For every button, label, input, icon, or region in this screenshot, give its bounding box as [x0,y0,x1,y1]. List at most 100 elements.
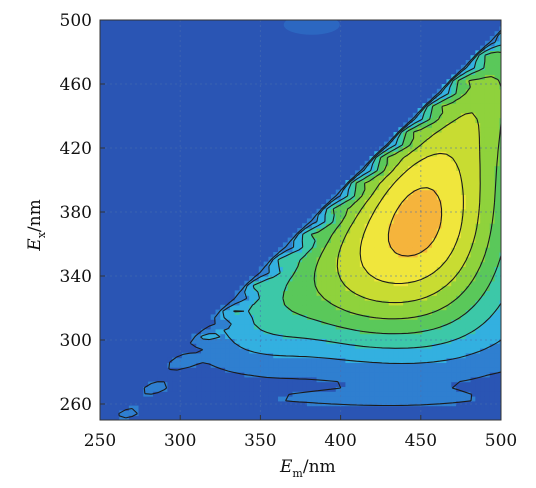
contour-cell [340,266,347,272]
contour-cell [451,180,457,186]
contour-cell [436,242,443,248]
contour-cell [465,108,472,114]
contour-cell [306,295,313,301]
contour-cell [215,386,221,392]
contour-cell [335,372,342,378]
contour-cell [297,328,303,335]
contour-cell [335,237,342,243]
contour-cell [321,237,327,243]
contour-cell [475,60,481,66]
contour-cell [374,333,380,339]
contour-cell [451,208,457,215]
contour-cell [359,367,366,373]
contour-cell [321,309,327,315]
contour-cell [287,405,294,411]
x-tick-label: 300 [164,431,196,451]
contour-cell [359,228,366,234]
contour-cell [465,218,472,224]
contour-cell [441,237,448,243]
contour-cell [446,314,452,320]
contour-cell [263,405,270,411]
contour-cell [494,386,500,392]
contour-cell [465,189,472,195]
contour-cell [441,285,448,291]
contour-cell [292,405,298,411]
contour-cell [475,204,481,210]
contour-cell [456,117,462,123]
contour-cell [456,112,462,119]
contour-cell [359,300,366,306]
contour-cell [302,372,308,378]
contour-cell [494,36,500,42]
contour-cell [306,237,313,243]
contour-cell [350,180,356,186]
contour-cell [297,232,303,239]
contour-cell [451,242,457,248]
contour-cell [201,362,207,368]
contour-line-level-5 [313,76,501,320]
contour-cell [369,338,375,344]
contour-cell [460,381,467,387]
contour-cell [282,338,289,344]
contour-cell [330,266,337,272]
contour-cell [432,343,438,349]
contour-cell [364,194,371,200]
contour-cell [393,376,399,383]
contour-cell [330,204,337,210]
contour-cell [162,367,168,373]
contour-cell [253,319,260,325]
contour-cell [403,367,409,373]
contour-cell [374,405,380,411]
contour-cell [456,333,462,339]
contour-cell [446,218,452,224]
contour-cell [321,314,327,320]
contour-cell [215,338,221,344]
contour-cell [369,362,375,368]
contour-cell [311,232,318,239]
contour-cell [460,218,467,224]
contour-cell [489,247,496,253]
contour-cell [244,328,250,335]
contour-cell [417,386,423,392]
contour-cell [287,367,294,373]
contour-cell [460,93,467,99]
contour-cell [427,256,433,263]
contour-cell [480,151,486,157]
contour-cell [383,324,390,330]
contour-cell [383,314,390,320]
contour-cell [489,170,496,176]
contour-cell [393,372,399,378]
contour-cell [499,391,501,397]
contour-cell [403,372,409,378]
contour-cell [196,396,202,402]
contour-cell [465,295,472,301]
contour-cell [374,357,380,363]
contour-cell [446,132,452,138]
contour-cell [460,175,467,181]
contour-cell [441,276,448,282]
contour-cell [436,156,443,162]
contour-cell [446,93,452,99]
contour-cell [398,160,404,167]
contour-cell [316,304,322,311]
x-axis-title-main: E [279,457,293,477]
contour-cell [335,266,342,272]
contour-cell [499,122,501,128]
contour-cell [427,328,433,335]
contour-cell [273,405,279,411]
contour-cell [480,328,486,335]
contour-cell [306,309,313,315]
contour-cell [311,357,318,363]
contour-cell [292,352,298,359]
contour-cell [388,180,395,186]
contour-cell [441,328,448,335]
contour-cell [176,357,183,363]
contour-cell [427,132,433,138]
contour-cell [494,88,500,95]
contour-cell [484,396,491,402]
contour-cell [465,151,472,157]
contour-cell [239,324,245,330]
contour-cell [287,319,294,325]
contour-cell [499,136,501,143]
contour-cell [326,242,332,248]
